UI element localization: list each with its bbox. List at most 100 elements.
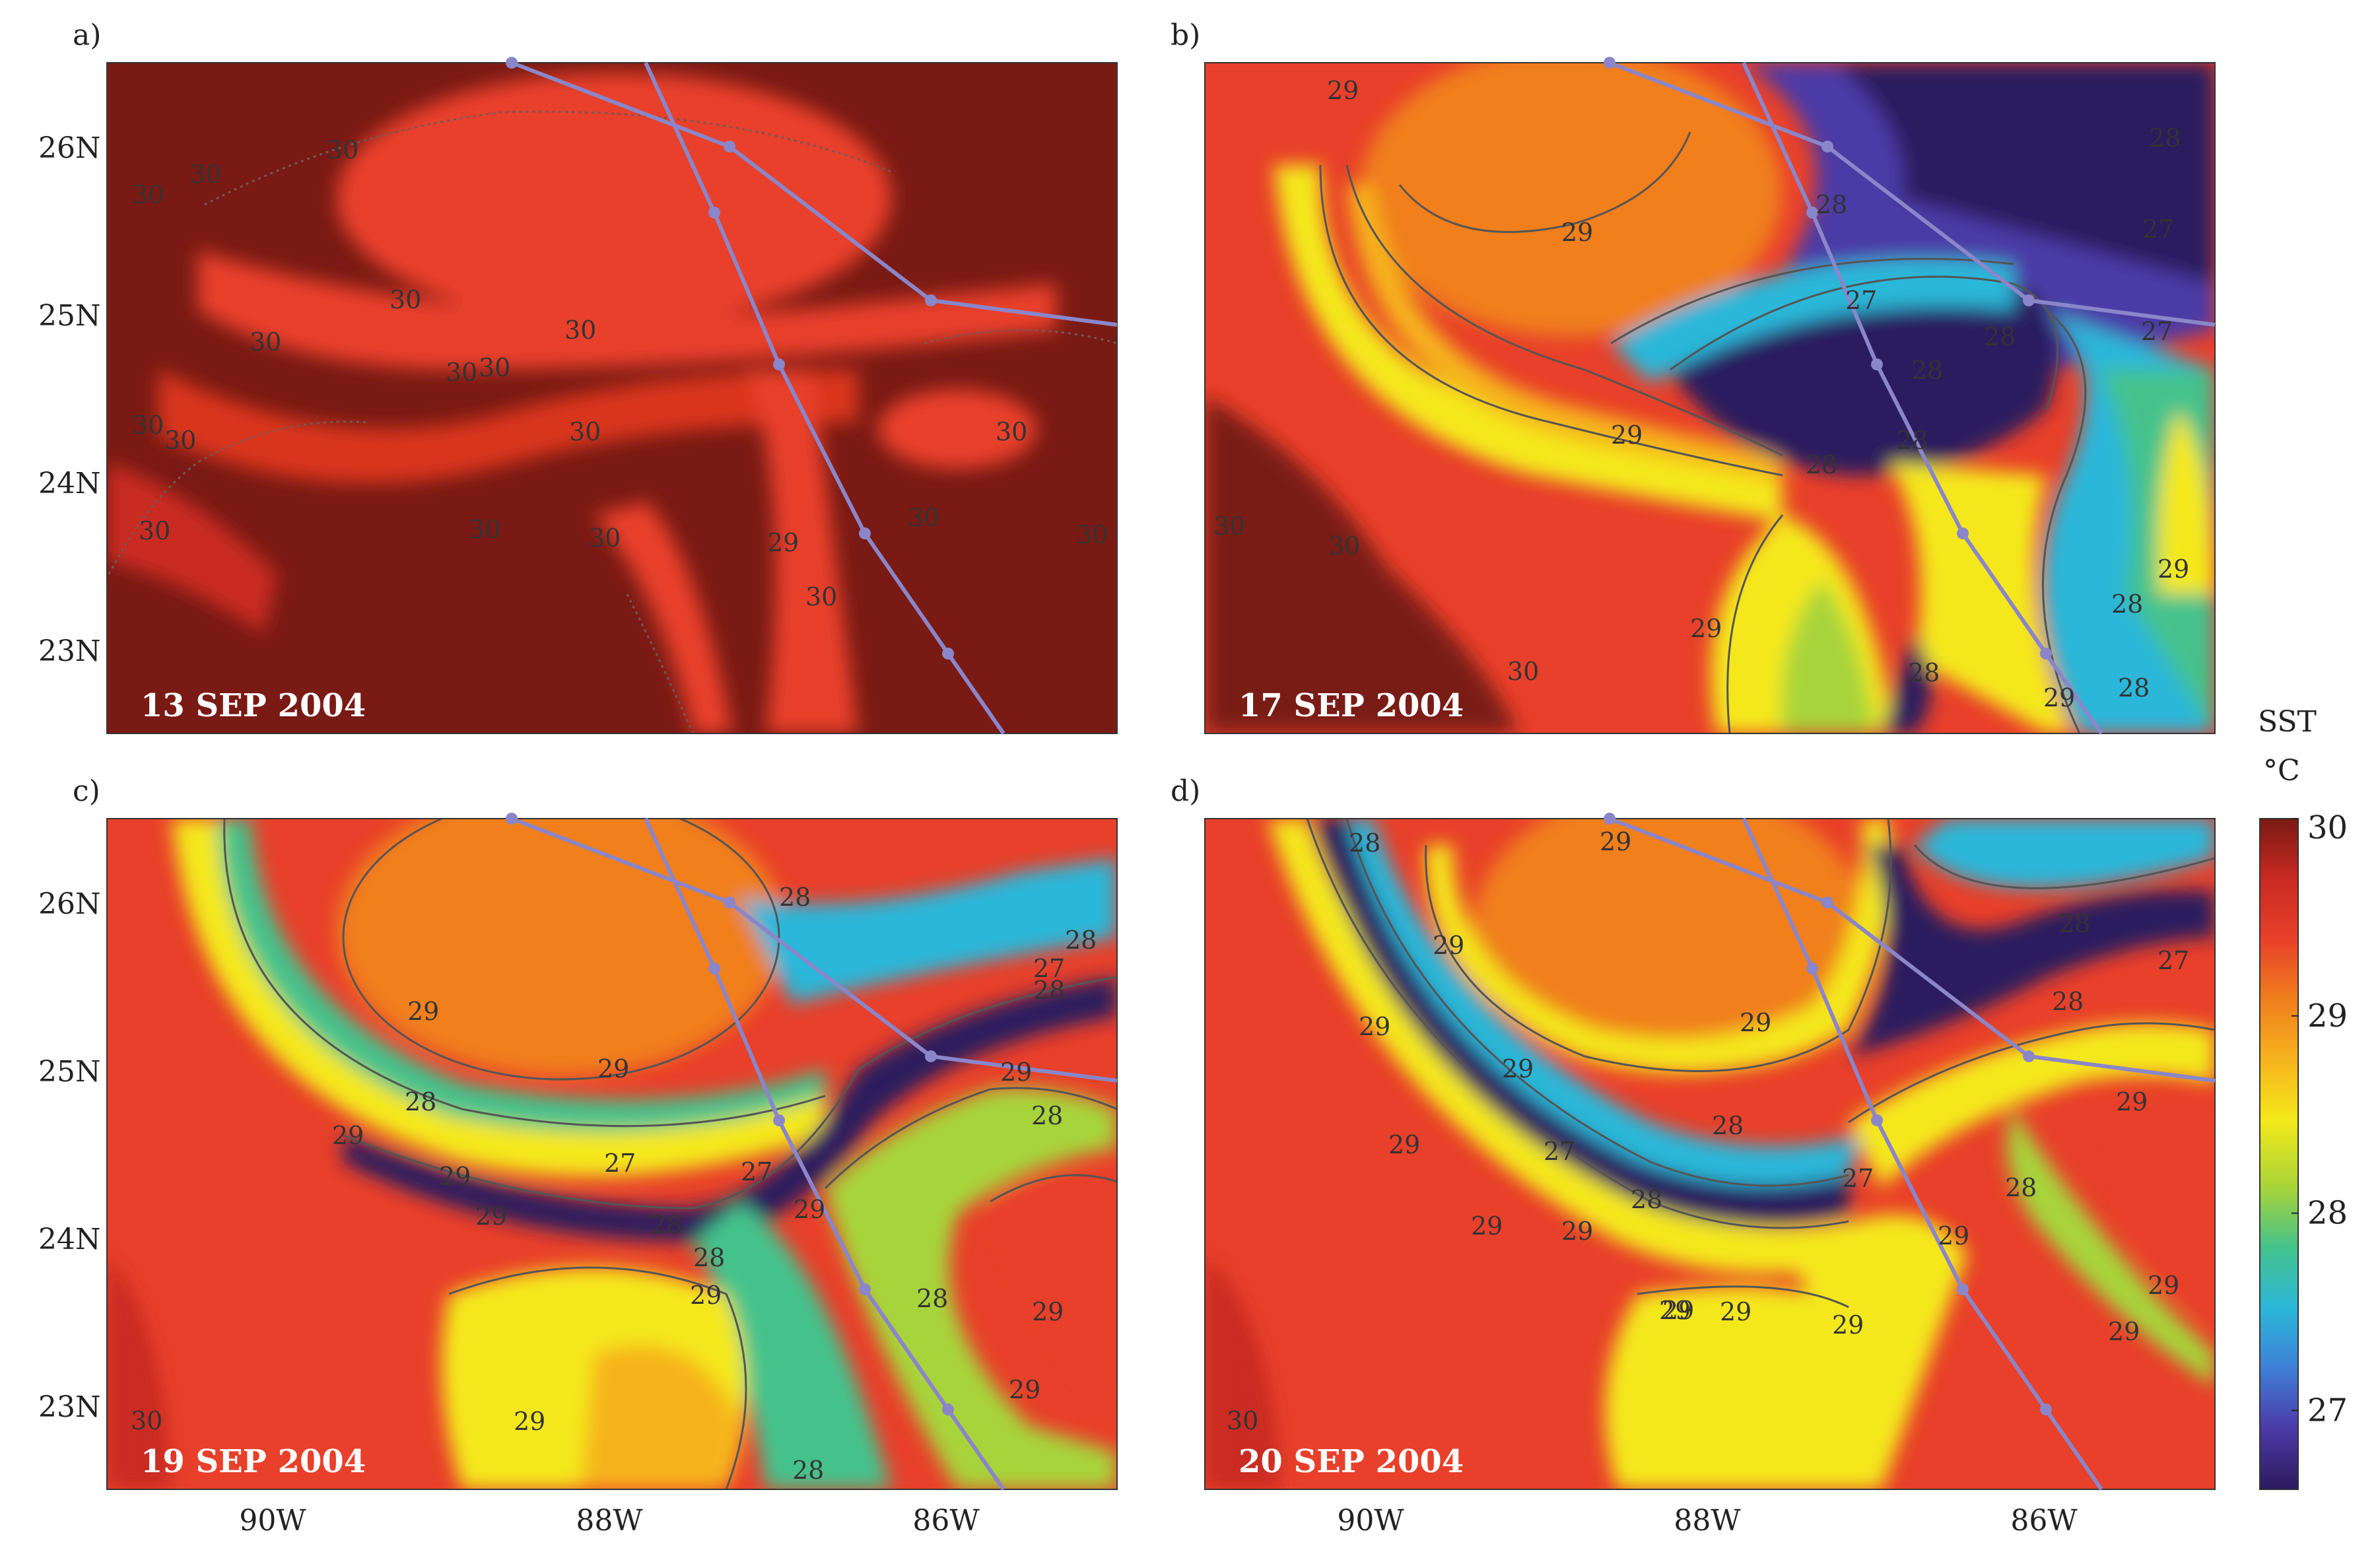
panel-c-sst-field (107, 819, 1117, 1489)
panel-d-sst-field (1205, 819, 2215, 1489)
contour-label: 28 (1631, 1185, 1662, 1214)
contour-label: 29 (2148, 1271, 2179, 1300)
y-tick-label: 26N (38, 131, 101, 165)
contour-label: 27 (741, 1157, 772, 1186)
contour-label: 29 (332, 1121, 364, 1150)
contour-label: 28 (779, 883, 811, 912)
panel-a-letter: a) (73, 18, 101, 52)
x-tick-label: 86W (912, 1504, 980, 1538)
contour-label: 27 (1544, 1137, 1575, 1166)
contour-label: 28 (916, 1284, 948, 1313)
contour-label: 29 (690, 1281, 722, 1310)
contour-label: 29 (1720, 1297, 1751, 1326)
contour-label: 28 (1984, 322, 2016, 351)
contour-label: 30 (908, 503, 939, 532)
contour-label: 28 (792, 1456, 824, 1485)
contour-label: 27 (604, 1149, 636, 1178)
contour-label: 29 (1388, 1130, 1420, 1159)
x-tick-label: 90W (239, 1504, 306, 1538)
panel-d-date: 20 SEP 2004 (1239, 1443, 1464, 1480)
contour-label: 30 (327, 135, 358, 164)
x-axis-labels-right: 90W 88W 86W (1337, 1504, 2078, 1538)
contour-label: 30 (564, 316, 596, 345)
panel-a-hurricane-track (506, 57, 1118, 735)
x-tick-label: 88W (576, 1504, 643, 1538)
panel-c-contour-labels: 28 28 27 28 29 29 28 29 28 27 27 29 29 2… (131, 883, 1097, 1485)
contour-label: 30 (1328, 531, 1360, 560)
colorbar-tick-label: 28 (2307, 1195, 2348, 1232)
contour-label: 29 (1009, 1375, 1040, 1404)
contour-label: 30 (250, 327, 281, 356)
contour-label: 29 (1561, 218, 1593, 247)
contour-label: 28 (1712, 1111, 1744, 1140)
contour-label: 29 (1832, 1310, 1864, 1340)
x-tick-label: 90W (1337, 1504, 1404, 1538)
contour-label: 29 (1611, 421, 1643, 450)
panel-a-date: 13 SEP 2004 (141, 687, 366, 724)
contour-label: 30 (164, 426, 196, 455)
contour-label: 28 (2111, 590, 2143, 619)
x-tick-label: 86W (2010, 1504, 2078, 1538)
contour-label: 29 (1938, 1221, 1969, 1250)
contour-label: 29 (1659, 1296, 1691, 1325)
contour-label: 27 (1842, 1164, 1874, 1193)
contour-label: 29 (767, 528, 799, 557)
panel-b-sst-field (1205, 63, 2215, 733)
contour-label: 29 (439, 1162, 471, 1191)
contour-label: 29 (1502, 1054, 1534, 1083)
contour-label: 29 (407, 997, 439, 1026)
contour-label: 28 (1349, 829, 1380, 858)
contour-label: 28 (1896, 426, 1928, 455)
contour-label: 27 (1033, 954, 1065, 983)
colorbar-ticks: 27 28 29 30 (2292, 809, 2348, 1429)
contour-label: 30 (446, 358, 477, 387)
contour-label: 29 (2043, 683, 2075, 712)
contour-label: 30 (569, 417, 601, 446)
contour-label: 30 (131, 1406, 162, 1435)
contour-label: 28 (2058, 909, 2090, 938)
contour-label: 28 (1065, 926, 1097, 955)
y-tick-label: 25N (38, 299, 101, 333)
y-tick-label: 23N (38, 634, 101, 668)
contour-label: 29 (1600, 827, 1631, 856)
panel-c-letter: c) (73, 774, 100, 808)
y-axis-labels-top: 26N 25N 24N 23N (38, 131, 101, 668)
panel-c-hurricane-track (506, 813, 1118, 1491)
contour-label: 30 (1507, 657, 1539, 686)
contour-label: 28 (1911, 356, 1943, 385)
contour-label: 29 (2116, 1087, 2148, 1116)
contour-label: 30 (139, 516, 170, 545)
panel-c: 28 28 27 28 29 29 28 29 28 27 27 29 29 2… (73, 774, 1118, 1491)
contour-label: 29 (794, 1195, 825, 1224)
contour-label: 29 (514, 1407, 545, 1436)
contour-label: 29 (1000, 1058, 1032, 1087)
panel-a-sst-field (107, 63, 1117, 733)
colorbar-tick-label: 30 (2307, 809, 2348, 846)
x-tick-label: 88W (1674, 1504, 1741, 1538)
contour-label: 27 (2158, 946, 2189, 975)
panel-b: 29 28 28 29 27 27 27 28 28 28 29 28 30 3… (1171, 18, 2216, 735)
panel-b-contour-labels: 29 28 28 29 27 27 27 28 28 28 29 28 30 3… (1213, 76, 2189, 712)
contour-label: 28 (1816, 190, 1847, 219)
panel-a: 30 30 30 30 30 30 30 30 30 30 30 30 30 3… (73, 18, 1118, 735)
panel-d: 28 29 29 28 27 29 29 29 28 29 27 28 29 2… (1171, 774, 2216, 1491)
y-axis-labels-bottom: 26N 25N 24N 23N (38, 887, 101, 1424)
y-tick-label: 23N (38, 1390, 101, 1424)
contour-label: 29 (1359, 1012, 1390, 1041)
contour-label: 28 (1806, 450, 1837, 479)
colorbar-unit: °C (2263, 754, 2300, 788)
contour-label: 30 (996, 417, 1027, 446)
contour-label: 29 (2158, 555, 2189, 584)
contour-label: 30 (189, 160, 221, 189)
contour-label: 27 (2142, 215, 2174, 244)
contour-label: 28 (2052, 987, 2084, 1016)
contour-label: 29 (475, 1202, 507, 1231)
panel-a-contour-labels: 30 30 30 30 30 30 30 30 30 30 30 30 30 3… (132, 135, 1108, 611)
contour-label: 30 (469, 515, 500, 544)
contour-label: 29 (2108, 1317, 2140, 1346)
contour-label: 27 (1845, 286, 1877, 315)
y-tick-label: 25N (38, 1055, 101, 1089)
contour-label: 30 (589, 524, 621, 553)
contour-label: 28 (2005, 1173, 2037, 1202)
